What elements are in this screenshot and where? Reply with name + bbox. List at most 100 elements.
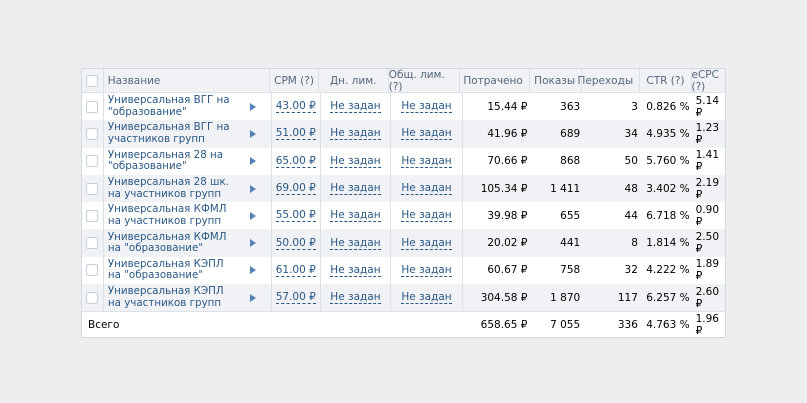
row-checkbox[interactable] bbox=[86, 209, 99, 222]
row-ctr: 4.935 % bbox=[646, 127, 690, 140]
row-name-cell: Универсальная КЭПЛ на участников групп bbox=[104, 284, 235, 311]
row-checkbox-cell bbox=[82, 174, 104, 203]
row-clicks: 34 bbox=[624, 127, 638, 140]
ad-name-link[interactable]: Универсальная ВГГ на участников групп bbox=[107, 121, 230, 145]
row-expand-cell bbox=[235, 256, 272, 285]
row-ctr: 6.718 % bbox=[646, 209, 690, 222]
row-total-limit-cell: Не задан bbox=[391, 174, 463, 203]
row-spent: 41.96 ₽ bbox=[487, 127, 528, 140]
total-spent: 658.65 ₽ bbox=[480, 318, 528, 331]
row-ecpc: 2.60 ₽ bbox=[695, 285, 720, 310]
header-shows[interactable]: Показы bbox=[530, 69, 583, 92]
daily-limit-link[interactable]: Не задан bbox=[330, 182, 381, 196]
table-row: Универсальная КФМЛ на участников групп 55… bbox=[82, 202, 725, 230]
header-clicks[interactable]: Переходы bbox=[577, 69, 641, 92]
header-ecpc[interactable]: eCPC (?) bbox=[691, 68, 719, 93]
row-checkbox[interactable] bbox=[86, 182, 99, 195]
row-expand-cell bbox=[235, 93, 272, 121]
header-cpm[interactable]: CPM (?) bbox=[270, 69, 319, 92]
row-daily-limit-cell: Не задан bbox=[321, 284, 392, 312]
row-expand-cell bbox=[235, 120, 272, 148]
ad-name-link[interactable]: Универсальная КЭПЛ на "образование" bbox=[107, 257, 224, 282]
daily-limit-link[interactable]: Не задан bbox=[330, 236, 381, 250]
total-limit-link[interactable]: Не задан bbox=[401, 291, 452, 305]
row-cpm-cell: 51.00 ₽ bbox=[272, 120, 321, 148]
cpm-value-link[interactable]: 65.00 ₽ bbox=[275, 154, 316, 168]
row-name-cell: Универсальная ВГГ на участников групп bbox=[104, 120, 235, 147]
row-checkbox[interactable] bbox=[86, 155, 99, 168]
row-total-limit-cell: Не задан bbox=[391, 93, 463, 121]
daily-limit-link[interactable]: Не задан bbox=[330, 291, 381, 305]
header-total-limit[interactable]: Общ. лим. (?) bbox=[389, 69, 460, 93]
daily-limit-link[interactable]: Не задан bbox=[330, 154, 381, 168]
row-name-cell: Универсальная 28 шк. на участников групп bbox=[104, 175, 235, 202]
cpm-value-link[interactable]: 51.00 ₽ bbox=[275, 127, 316, 141]
row-cpm-cell: 43.00 ₽ bbox=[272, 93, 321, 121]
play-triangle-icon[interactable] bbox=[250, 184, 257, 193]
row-expand-cell bbox=[235, 284, 272, 312]
total-ecpc: 1.96 ₽ bbox=[695, 312, 719, 337]
play-triangle-icon[interactable] bbox=[250, 239, 257, 248]
header-spent[interactable]: Потрачено bbox=[460, 69, 530, 92]
row-ctr: 6.257 % bbox=[646, 291, 690, 304]
total-limit-link[interactable]: Не задан bbox=[401, 236, 452, 250]
row-clicks: 8 bbox=[631, 237, 638, 250]
row-checkbox-cell bbox=[82, 120, 104, 148]
daily-limit-link[interactable]: Не задан bbox=[330, 209, 381, 223]
header-name[interactable]: Название bbox=[107, 74, 161, 87]
total-limit-link[interactable]: Не задан bbox=[401, 209, 452, 223]
row-checkbox[interactable] bbox=[86, 291, 99, 304]
row-spent: 20.02 ₽ bbox=[487, 237, 528, 250]
ad-name-link[interactable]: Универсальная КФМЛ на участников групп bbox=[107, 203, 227, 227]
row-checkbox[interactable] bbox=[86, 264, 99, 277]
play-triangle-icon[interactable] bbox=[250, 129, 257, 138]
row-checkbox[interactable] bbox=[86, 237, 99, 250]
total-limit-link[interactable]: Не задан bbox=[401, 182, 452, 196]
row-shows: 758 bbox=[560, 264, 581, 277]
total-limit-link[interactable]: Не задан bbox=[401, 154, 452, 168]
row-total-limit-cell: Не задан bbox=[391, 202, 463, 230]
row-spent: 70.66 ₽ bbox=[487, 155, 528, 168]
play-triangle-icon[interactable] bbox=[250, 102, 257, 111]
header-ctr[interactable]: CTR (?) bbox=[640, 69, 692, 92]
ad-name-link[interactable]: Универсальная ВГГ на "образование" bbox=[107, 94, 230, 118]
row-daily-limit-cell: Не задан bbox=[321, 229, 392, 257]
ad-name-link[interactable]: Универсальная 28 на "образование" bbox=[107, 148, 224, 173]
table-row: Универсальная 28 шк. на участников групп… bbox=[82, 174, 725, 203]
cpm-value-link[interactable]: 61.00 ₽ bbox=[275, 263, 316, 277]
cpm-value-link[interactable]: 43.00 ₽ bbox=[275, 100, 316, 114]
total-limit-link[interactable]: Не задан bbox=[401, 127, 452, 141]
row-expand-cell bbox=[235, 147, 272, 175]
play-triangle-icon[interactable] bbox=[250, 211, 257, 220]
ad-name-link[interactable]: Универсальная КЭПЛ на участников групп bbox=[107, 285, 224, 309]
play-triangle-icon[interactable] bbox=[250, 157, 257, 166]
ad-name-link[interactable]: Универсальная КФМЛ на "образование" bbox=[107, 230, 227, 255]
row-ecpc: 5.14 ₽ bbox=[695, 94, 720, 119]
header-daily-limit[interactable]: Дн. лим. bbox=[319, 69, 389, 92]
row-daily-limit-cell: Не задан bbox=[321, 174, 392, 203]
cpm-value-link[interactable]: 57.00 ₽ bbox=[275, 291, 316, 305]
cpm-value-link[interactable]: 50.00 ₽ bbox=[275, 236, 316, 250]
select-all-checkbox[interactable] bbox=[86, 74, 99, 87]
total-limit-link[interactable]: Не задан bbox=[401, 100, 452, 114]
row-checkbox-cell bbox=[82, 284, 104, 312]
row-name-cell: Универсальная КЭПЛ на "образование" bbox=[104, 257, 235, 284]
row-daily-limit-cell: Не задан bbox=[321, 93, 392, 121]
row-daily-limit-cell: Не задан bbox=[321, 147, 392, 175]
cpm-value-link[interactable]: 69.00 ₽ bbox=[275, 182, 316, 196]
ad-name-link[interactable]: Универсальная 28 шк. на участников групп bbox=[107, 176, 229, 200]
play-triangle-icon[interactable] bbox=[250, 266, 257, 275]
row-ecpc: 1.23 ₽ bbox=[695, 121, 720, 146]
row-cpm-cell: 61.00 ₽ bbox=[272, 256, 321, 285]
daily-limit-link[interactable]: Не задан bbox=[330, 127, 381, 141]
play-triangle-icon[interactable] bbox=[250, 293, 257, 302]
table-row: Универсальная ВГГ на "образование" 43.00 … bbox=[82, 93, 725, 121]
daily-limit-link[interactable]: Не задан bbox=[330, 263, 381, 277]
row-shows: 655 bbox=[560, 209, 581, 222]
cpm-value-link[interactable]: 55.00 ₽ bbox=[275, 209, 316, 223]
row-checkbox[interactable] bbox=[86, 100, 99, 113]
daily-limit-link[interactable]: Не задан bbox=[330, 100, 381, 114]
row-checkbox[interactable] bbox=[86, 127, 99, 140]
total-limit-link[interactable]: Не задан bbox=[401, 263, 452, 277]
row-clicks: 50 bbox=[624, 155, 638, 168]
